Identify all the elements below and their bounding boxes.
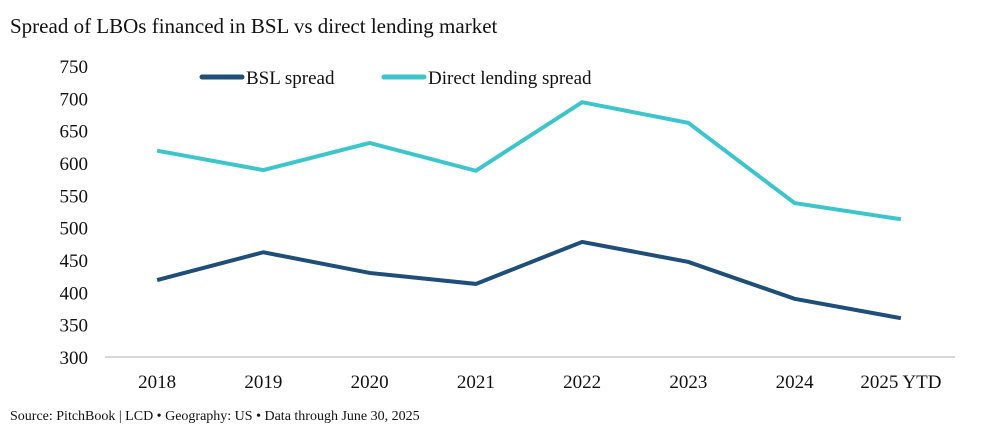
- x-tick-label: 2022: [563, 372, 601, 393]
- y-tick-label: 450: [60, 251, 89, 272]
- y-tick-label: 700: [60, 89, 89, 110]
- y-tick-label: 400: [60, 283, 89, 304]
- y-tick-label: 350: [60, 316, 89, 337]
- series-line-1: [156, 100, 902, 222]
- y-tick-label: 650: [60, 122, 89, 143]
- y-tick-label: 750: [60, 57, 89, 78]
- y-tick-label: 600: [60, 154, 89, 175]
- x-tick-label: 2020: [351, 372, 389, 393]
- legend-label: Direct lending spread: [428, 68, 592, 89]
- x-tick-label: 2025 YTD: [860, 372, 941, 393]
- x-tick-label: 2019: [244, 372, 282, 393]
- y-tick-label: 500: [60, 219, 89, 240]
- x-tick-label: 2024: [776, 372, 815, 393]
- legend-label: BSL spread: [246, 68, 335, 89]
- y-tick-label: 550: [60, 186, 89, 207]
- x-tick-label: 2018: [138, 372, 176, 393]
- y-tick-label: 300: [60, 348, 89, 369]
- x-tick-label: 2021: [457, 372, 495, 393]
- chart-title: Spread of LBOs financed in BSL vs direct…: [10, 14, 498, 38]
- series-line-0: [156, 239, 902, 321]
- x-tick-label: 2023: [669, 372, 707, 393]
- source-note: Source: PitchBook | LCD • Geography: US …: [10, 409, 420, 424]
